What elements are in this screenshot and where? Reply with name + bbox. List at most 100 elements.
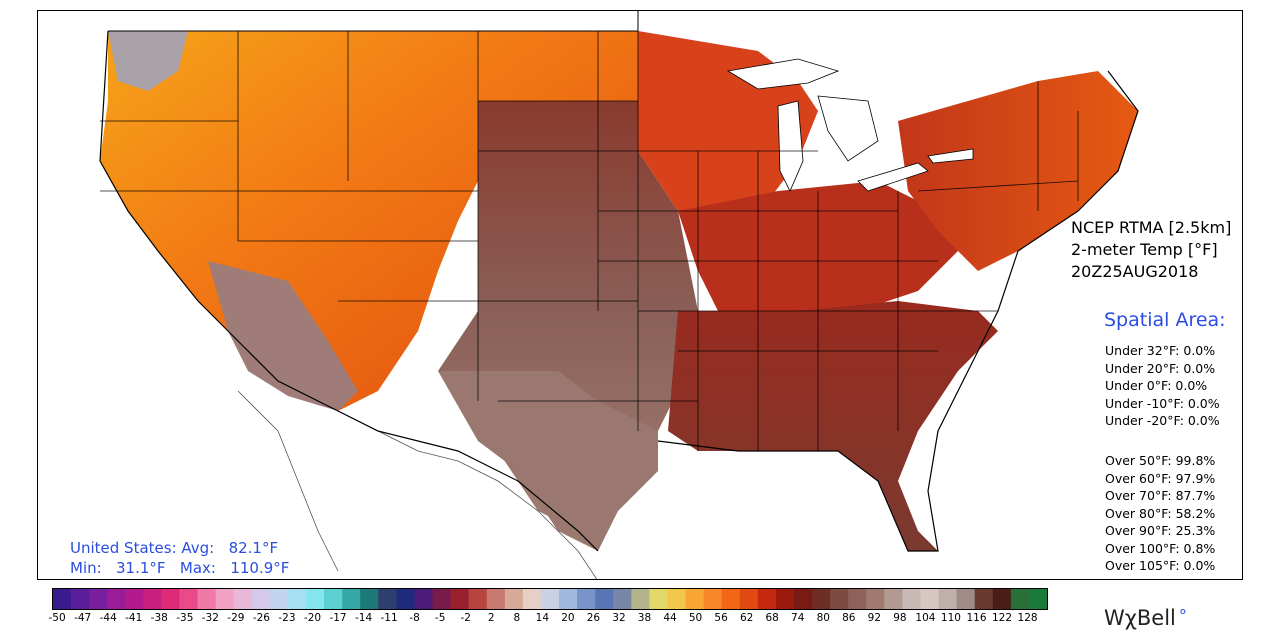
- color-swatch: [992, 589, 1012, 609]
- under-stat: Under -20°F: 0.0%: [1105, 413, 1220, 428]
- under-stat: Under 32°F: 0.0%: [1105, 343, 1216, 358]
- color-swatch: [866, 589, 885, 609]
- color-swatch: [1028, 589, 1047, 609]
- color-scale-tick: 2: [487, 612, 495, 624]
- color-scale-tick: -23: [278, 612, 296, 624]
- color-scale-tick: 8: [513, 612, 521, 624]
- color-swatch: [107, 589, 126, 609]
- color-swatch: [703, 589, 723, 609]
- min-value: 31.1°F: [116, 559, 166, 577]
- color-swatch: [613, 589, 632, 609]
- color-scale-tick: 50: [688, 612, 703, 624]
- over-stat: Over 105°F: 0.0%: [1105, 558, 1216, 573]
- color-scale-tick: 98: [893, 612, 907, 624]
- region-southeast: [668, 301, 998, 551]
- minmax-line: Min: 31.1°F Max: 110.9°F: [70, 558, 289, 578]
- summary-stats: United States: Avg: 82.1°F Min: 31.1°F M…: [70, 538, 289, 578]
- color-swatch: [685, 589, 705, 609]
- color-swatch: [161, 589, 181, 609]
- color-swatch: [649, 589, 669, 609]
- color-scale-tick: 62: [739, 612, 754, 624]
- color-swatch: [143, 589, 163, 609]
- product-info: NCEP RTMA [2.5km] 2-meter Temp [°F] 20Z2…: [1071, 217, 1231, 283]
- color-scale-labels: -50 -47 -44 -41 -38 -35 -32 -29 -26 -23 -20 -17 -14-…: [48, 612, 1048, 626]
- color-swatch: [667, 589, 687, 609]
- color-swatch: [884, 589, 904, 609]
- color-swatch: [812, 589, 831, 609]
- color-swatch: [71, 589, 90, 609]
- under-stat: Under 0°F: 0.0%: [1105, 378, 1208, 393]
- product-name: NCEP RTMA [2.5km]: [1071, 218, 1232, 237]
- color-swatch: [287, 589, 307, 609]
- color-scale-tick: -5: [434, 612, 446, 624]
- color-swatch: [306, 589, 325, 609]
- color-swatch: [53, 589, 72, 609]
- color-swatch: [559, 589, 578, 609]
- color-scale-tick: 80: [816, 612, 830, 624]
- color-swatch: [396, 589, 416, 609]
- color-swatch: [902, 589, 922, 609]
- color-swatch: [595, 589, 614, 609]
- temperature-map: [37, 10, 1243, 580]
- color-swatch: [757, 589, 777, 609]
- color-swatch: [956, 589, 976, 609]
- avg-label: United States: Avg:: [70, 539, 215, 557]
- region-texas: [438, 371, 658, 551]
- color-scale-tick: 38: [637, 612, 652, 624]
- region-desert-southwest: [208, 261, 358, 411]
- color-scale-tick: 32: [612, 612, 626, 624]
- region-cascades: [108, 31, 188, 91]
- color-swatch: [631, 589, 650, 609]
- color-scale-tick: 56: [714, 612, 728, 624]
- conus-map: [38, 11, 1242, 579]
- color-scale-tick: -29: [227, 612, 245, 624]
- under-stats: Under 32°F: 0.0% Under 20°F: 0.0% Under …: [1105, 342, 1220, 430]
- color-scale-tick: 110: [940, 612, 961, 624]
- color-scale-tick: -41: [125, 612, 143, 624]
- color-scale-tick: 86: [842, 612, 856, 624]
- color-scale-tick: -14: [354, 612, 373, 624]
- max-label: Max:: [179, 559, 216, 577]
- over-stat: Over 50°F: 99.8%: [1105, 453, 1216, 468]
- color-swatch: [324, 589, 343, 609]
- color-swatch: [522, 589, 542, 609]
- color-scale-tick: 44: [663, 612, 677, 624]
- color-swatch: [251, 589, 271, 609]
- lake-huron: [817, 95, 879, 162]
- variable-name: 2-meter Temp [°F]: [1071, 240, 1218, 259]
- color-scale-tick: 68: [765, 612, 779, 624]
- color-swatch: [414, 589, 434, 609]
- over-stat: Over 90°F: 25.3%: [1105, 523, 1216, 538]
- color-scale-tick: -35: [176, 612, 194, 624]
- color-scale-tick: -50: [48, 612, 66, 624]
- brand-name: WχBell: [1104, 606, 1176, 630]
- color-swatch: [378, 589, 397, 609]
- color-scale-tick: 122: [991, 612, 1013, 624]
- lake-erie: [857, 162, 929, 192]
- avg-line: United States: Avg: 82.1°F: [70, 538, 289, 558]
- avg-value: 82.1°F: [228, 539, 279, 557]
- over-stats: Over 50°F: 99.8% Over 60°F: 97.9% Over 7…: [1105, 452, 1215, 575]
- color-scale-tick: 128: [1017, 612, 1038, 624]
- color-swatch: [920, 589, 940, 609]
- color-scale-tick: 14: [535, 612, 550, 624]
- color-swatch: [793, 589, 813, 609]
- color-scale-tick: -32: [201, 612, 219, 624]
- state-boundaries: [100, 31, 1079, 451]
- color-swatch: [577, 589, 596, 609]
- color-swatch: [721, 589, 741, 609]
- color-swatch: [468, 589, 488, 609]
- color-swatch: [938, 589, 958, 609]
- color-scale-tick: 74: [791, 612, 805, 624]
- min-label: Min:: [70, 559, 102, 577]
- color-swatch: [125, 589, 144, 609]
- lake-michigan: [777, 100, 804, 192]
- color-scale-tick: -26: [252, 612, 270, 624]
- color-swatch: [215, 589, 235, 609]
- color-scale-bar: [52, 588, 1048, 610]
- color-scale-tick: 104: [915, 612, 936, 624]
- color-scale-tick: -47: [74, 612, 92, 624]
- over-stat: Over 100°F: 0.8%: [1105, 540, 1216, 556]
- color-scale-tick: -11: [380, 612, 398, 624]
- color-swatch: [432, 589, 452, 609]
